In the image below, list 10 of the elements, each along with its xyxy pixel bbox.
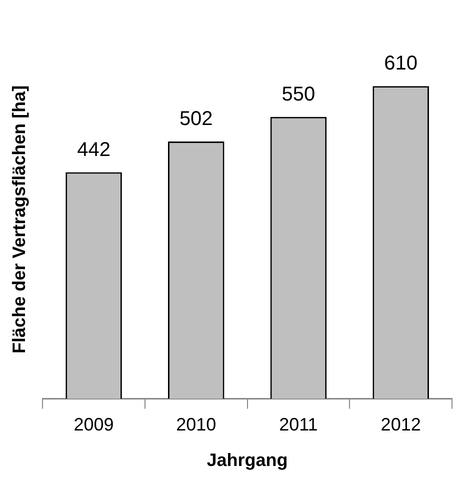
data-label: 550 (282, 83, 316, 106)
data-label: 610 (384, 52, 418, 75)
data-label: 442 (77, 138, 110, 161)
x-tick-label: 2011 (279, 414, 318, 435)
x-tick-label: 2012 (380, 414, 421, 435)
x-axis-title: Jahrgang (206, 450, 288, 470)
y-axis-title: Fläche der Vertragsflächen [ha] (8, 85, 29, 354)
x-tick-label: 2010 (176, 414, 216, 435)
data-label: 502 (179, 108, 213, 130)
x-tick-label: 2009 (74, 414, 114, 435)
